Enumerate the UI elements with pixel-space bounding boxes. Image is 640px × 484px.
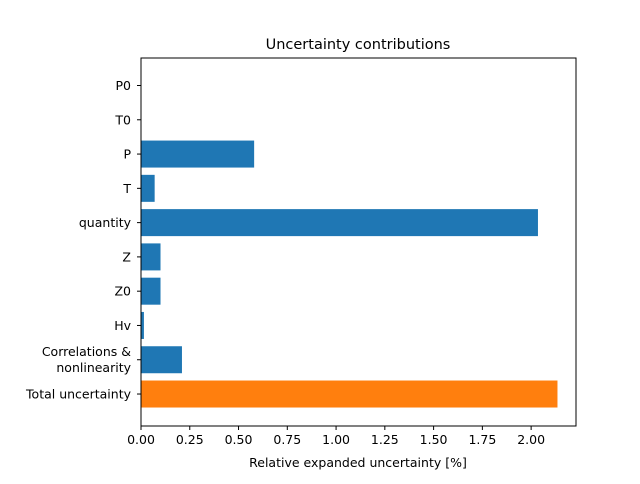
bar [141,311,144,339]
y-tick-label-line: T0 [114,112,131,127]
y-tick-label: quantity [79,215,132,230]
x-tick-label: 0.50 [225,432,253,447]
bar [141,277,161,305]
y-tick-label-line: P0 [116,78,132,93]
y-tick-label: Z0 [114,284,131,299]
x-tick-label: 0.75 [273,432,301,447]
y-tick-label: Correlations & nonlinearity [42,344,132,375]
chart-title: Uncertainty contributions [266,37,451,53]
y-tick-label-line: nonlinearity [56,360,131,375]
bar [141,243,161,271]
plot-frame [140,57,577,427]
x-tick-label: 0.00 [127,432,155,447]
x-axis: 0.00 0.25 0.50 0.75 1.00 1.25 1.50 1.75 2.00 [127,426,545,447]
y-tick-label: T [122,181,131,196]
y-tick-label-line: T [122,181,131,196]
bar [141,380,558,408]
y-tick-label-line: quantity [79,215,132,230]
bar [141,209,538,237]
x-tick-label: 0.25 [176,432,204,447]
y-tick-label: Z [122,249,131,264]
bar [141,346,182,374]
y-tick-label-line: Total uncertainty [25,387,132,402]
x-tick-label: 1.75 [468,432,496,447]
y-tick-label: T0 [114,112,131,127]
y-tick-label-line: Z [122,249,131,264]
y-tick-label: P0 [116,78,132,93]
bars-layer [141,140,558,408]
x-tick-label: 1.25 [371,432,399,447]
x-axis-label: Relative expanded uncertainty [%] [249,455,467,470]
x-tick-label: 1.00 [322,432,350,447]
y-tick-label-line: Z0 [114,284,131,299]
y-tick-label: Hv [114,318,131,333]
x-tick-label: 2.00 [517,432,545,447]
y-tick-label: P [123,147,131,162]
y-tick-label-line: Correlations & [42,344,131,359]
x-tick-label: 1.50 [420,432,448,447]
bar [141,140,255,168]
y-tick-label: Total uncertainty [25,387,132,402]
y-tick-label-line: P [123,147,131,162]
bar [141,174,155,202]
y-tick-label-line: Hv [114,318,131,333]
